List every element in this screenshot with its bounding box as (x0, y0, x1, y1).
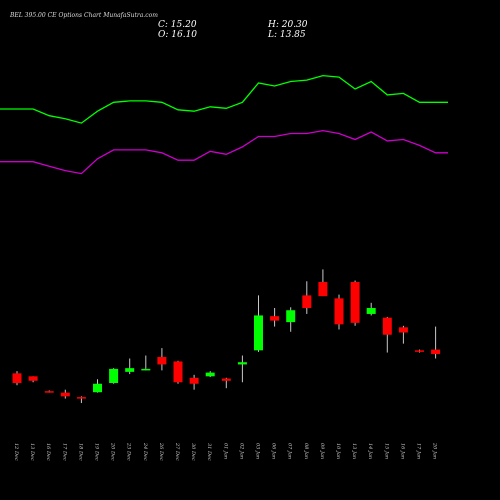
x-tick-label: 13 Dec (29, 443, 35, 461)
x-tick-label: 03 Jan (255, 443, 261, 459)
candle-body (173, 361, 183, 383)
candle-body (93, 383, 102, 393)
x-tick-label: 06 Jan (271, 443, 277, 459)
candle-body (141, 368, 151, 371)
candle-body (382, 317, 392, 335)
candle-body (189, 377, 199, 384)
x-tick-label: 09 Jan (319, 443, 325, 459)
x-tick-label: 15 Jan (383, 443, 389, 459)
candle-body (76, 397, 86, 399)
candle-19 (302, 281, 312, 314)
band-lines (0, 74, 448, 175)
candle-body (431, 349, 441, 355)
x-tick-label: 23 Dec (126, 442, 132, 461)
candle-3 (44, 390, 54, 393)
candle-body (125, 368, 135, 372)
candle-20 (318, 269, 328, 297)
x-axis-ticks: 12 Dec 13 Dec 16 Dec 17 Dec 18 Dec 19 Dec 20 D… (13, 442, 438, 461)
x-tick-label: 26 Dec (158, 442, 164, 461)
x-tick-label: 12 Dec (13, 443, 19, 461)
candle-13 (205, 371, 215, 378)
x-tick-label: 30 Dec (190, 443, 196, 461)
candle-12 (189, 374, 199, 390)
candle-26 (415, 349, 424, 353)
x-tick-label: 17 Dec (61, 443, 67, 461)
candle-body (205, 372, 215, 377)
candle-body (109, 368, 119, 383)
candle-11 (173, 360, 183, 384)
x-tick-label: 20 Dec (110, 442, 116, 461)
candle-body (302, 295, 312, 309)
candles (12, 269, 441, 404)
ohlc-close: C: 15.20 (158, 20, 197, 30)
candle-body (237, 362, 247, 365)
x-tick-label: 27 Dec (174, 442, 180, 461)
candle-21 (334, 294, 344, 330)
candle-body (398, 327, 408, 333)
x-tick-label: 17 Jan (416, 443, 422, 459)
x-tick-label: 01 Jan (222, 443, 228, 459)
candle-22 (350, 280, 360, 326)
candle-1 (12, 371, 22, 386)
candle-body (60, 392, 70, 397)
candle-body (12, 373, 22, 383)
candle-23 (366, 302, 376, 316)
candle-body (286, 310, 296, 323)
x-tick-label: 18 Dec (77, 443, 83, 461)
candle-body (270, 316, 280, 321)
candle-body (28, 376, 38, 381)
x-tick-label: 16 Jan (399, 443, 405, 459)
candle-10 (157, 348, 167, 371)
candle-25 (398, 325, 408, 344)
x-tick-label: 20 Jan (432, 442, 438, 459)
candle-4 (60, 389, 70, 399)
x-tick-label: 13 Jan (351, 443, 357, 459)
x-tick-label: 24 Dec (142, 442, 148, 461)
ohlc-open: O: 16.10 (158, 30, 197, 40)
x-tick-label: 14 Jan (367, 443, 373, 459)
ohlc-high: H: 20.30 (267, 20, 308, 30)
x-tick-label: 10 Jan (335, 443, 341, 459)
candle-24 (382, 316, 392, 353)
candle-14 (221, 377, 231, 389)
candle-body (221, 378, 231, 381)
candle-body (366, 308, 376, 314)
candle-9 (141, 355, 151, 371)
upper-band-line (0, 74, 448, 124)
candle-body (350, 282, 360, 323)
x-tick-label: 16 Dec (45, 443, 51, 461)
candle-18 (286, 307, 296, 332)
candle-body (334, 298, 344, 325)
candle-body (157, 357, 167, 365)
ohlc-low: L: 13.85 (267, 30, 306, 40)
candle-17 (270, 308, 280, 327)
candle-body (44, 391, 54, 393)
candle-8 (125, 358, 135, 375)
candle-body (318, 282, 328, 297)
candle-5 (76, 396, 86, 404)
x-tick-label: 19 Dec (94, 443, 100, 461)
candle-6 (93, 379, 102, 393)
x-tick-label: 02 Jan (238, 443, 244, 459)
x-tick-label: 31 Dec (206, 443, 212, 461)
candle-7 (109, 368, 119, 384)
chart-title: BEL 395.00 CE Options Chart MunafaSutra.… (9, 12, 158, 19)
x-tick-label: 08 Jan (303, 443, 309, 459)
candle-15 (237, 355, 247, 383)
x-tick-label: 07 Jan (287, 443, 293, 459)
candle-body (415, 350, 424, 352)
candle-16 (254, 295, 263, 352)
candle-27 (431, 326, 441, 359)
candle-2 (28, 376, 38, 383)
candle-body (254, 315, 263, 351)
lower-band-line (0, 129, 448, 175)
